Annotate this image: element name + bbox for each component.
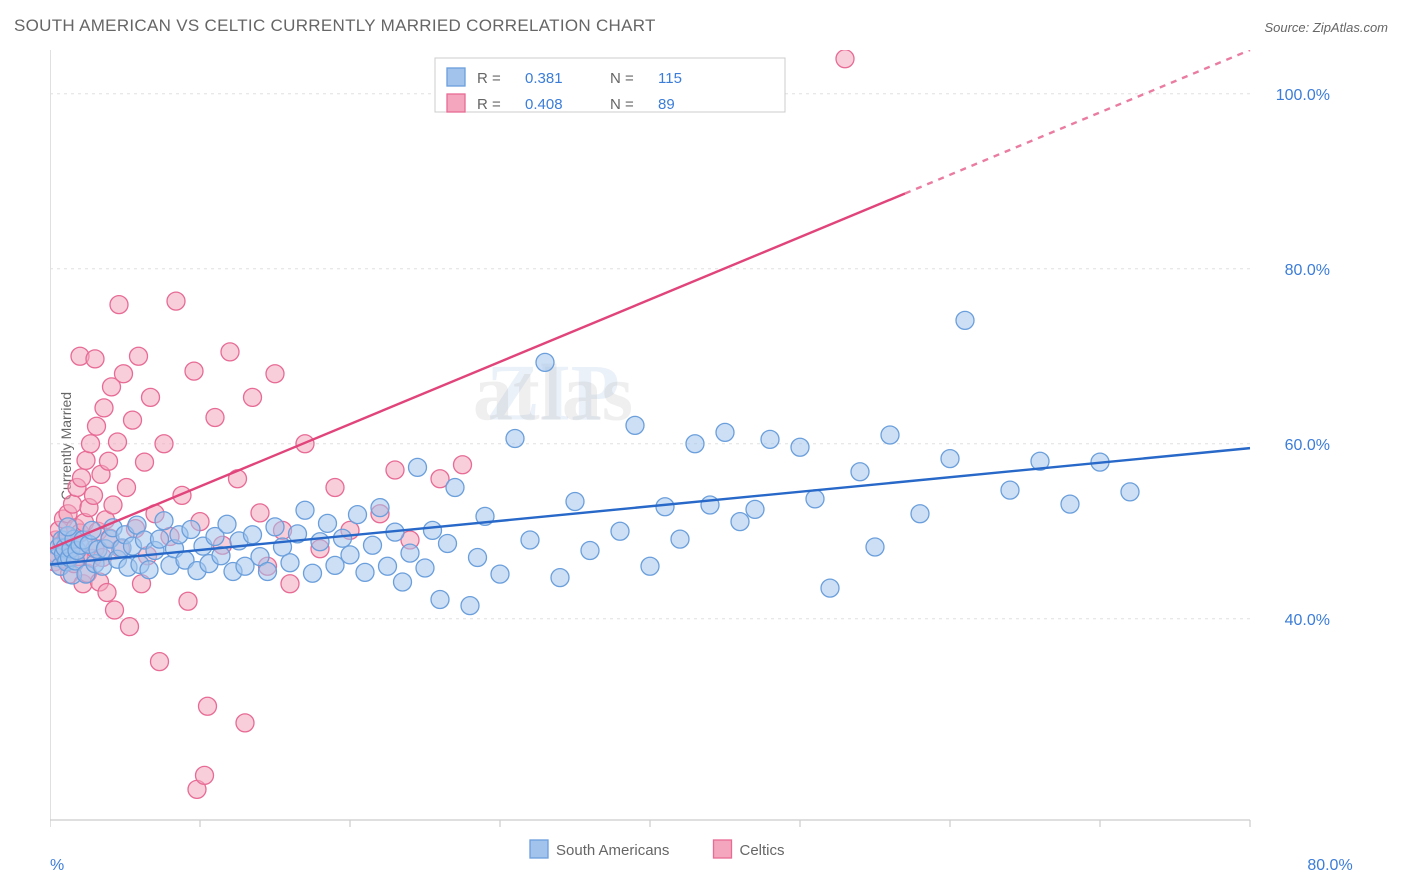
svg-text:89: 89 [658, 96, 675, 113]
svg-text:0.381: 0.381 [525, 70, 563, 87]
svg-text:South Americans: South Americans [556, 842, 669, 859]
bottom-legend: South Americans Celtics [530, 840, 785, 859]
svg-text:R =: R = [477, 96, 501, 113]
svg-text:Celtics: Celtics [740, 842, 785, 859]
scatter-chart-svg: 40.0%60.0%80.0%100.0%0.0%80.0%ZIPatlasR … [50, 50, 1390, 880]
svg-text:60.0%: 60.0% [1285, 437, 1330, 454]
svg-text:40.0%: 40.0% [1285, 612, 1330, 629]
svg-text:80.0%: 80.0% [1307, 857, 1352, 874]
svg-text:115: 115 [658, 70, 682, 87]
correlation-legend: R = 0.381 N = 115 R = 0.408 N = 89 [435, 58, 785, 113]
chart-area: 40.0%60.0%80.0%100.0%0.0%80.0%ZIPatlasR … [50, 50, 1390, 860]
svg-text:R =: R = [477, 70, 501, 87]
chart-title: SOUTH AMERICAN VS CELTIC CURRENTLY MARRI… [14, 16, 656, 36]
svg-text:N =: N = [610, 96, 634, 113]
chart-source: Source: ZipAtlas.com [1264, 20, 1388, 35]
svg-text:0.408: 0.408 [525, 96, 563, 113]
svg-text:80.0%: 80.0% [1285, 262, 1330, 279]
svg-text:N =: N = [610, 70, 634, 87]
svg-text:100.0%: 100.0% [1276, 87, 1330, 104]
svg-text:0.0%: 0.0% [50, 857, 64, 874]
